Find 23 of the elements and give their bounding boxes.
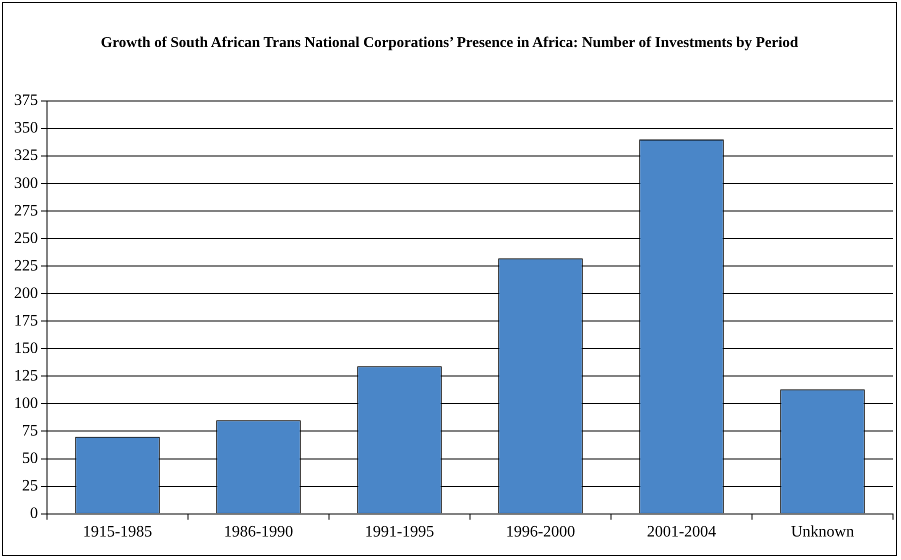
y-tick-label: 0 xyxy=(30,505,38,522)
x-tick-label: 2001-2004 xyxy=(646,524,716,541)
y-tick-label: 175 xyxy=(14,312,38,330)
y-tick-label: 275 xyxy=(14,202,38,220)
y-tick-label: 50 xyxy=(22,450,38,467)
y-tick-label: 100 xyxy=(14,394,38,412)
y-tick-label: 300 xyxy=(14,174,38,192)
y-tick-label: 225 xyxy=(14,257,38,274)
x-tick-label: Unknown xyxy=(790,524,854,541)
chart-title: Growth of South African Trans National Corporations’ Presence in Africa: Number of Investments by Period xyxy=(100,35,800,51)
y-tick-label: 325 xyxy=(14,147,38,164)
y-tick-label: 375 xyxy=(14,92,38,110)
x-tick-label: 1996-2000 xyxy=(506,524,576,541)
y-tick-label: 75 xyxy=(22,422,38,440)
y-tick-label: 150 xyxy=(14,340,38,357)
y-tick-label: 125 xyxy=(14,367,38,384)
x-tick-label: 1986-1990 xyxy=(224,524,294,541)
y-tick-label: 350 xyxy=(14,120,38,137)
x-tick-label: 1915-1985 xyxy=(82,524,152,541)
y-tick-label: 200 xyxy=(14,284,38,302)
y-tick-label: 25 xyxy=(22,477,38,494)
x-tick-label: 1991-1995 xyxy=(364,524,434,541)
y-tick-label: 250 xyxy=(14,230,38,247)
